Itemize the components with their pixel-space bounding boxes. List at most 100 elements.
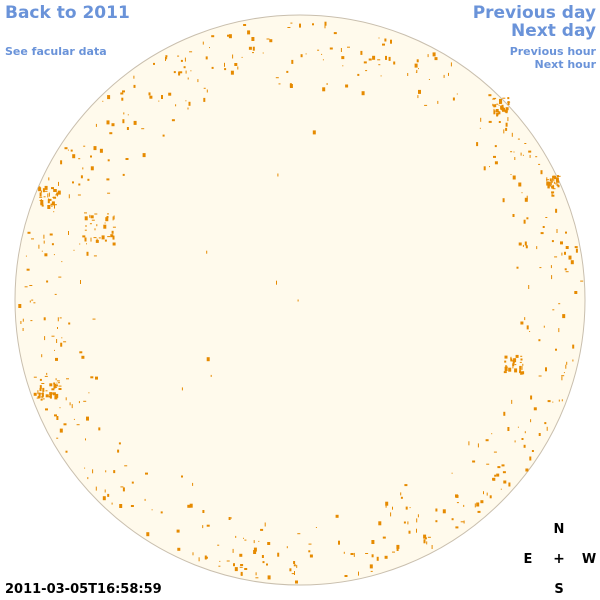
facula-point bbox=[49, 392, 53, 395]
facula-point bbox=[183, 66, 186, 69]
next-hour-link[interactable]: Next hour bbox=[534, 58, 597, 71]
facula-point bbox=[417, 95, 419, 99]
facula-point bbox=[55, 378, 57, 381]
facula-point bbox=[83, 400, 87, 402]
facula-point bbox=[428, 79, 430, 80]
facula-point bbox=[538, 433, 541, 436]
facula-point bbox=[435, 508, 438, 512]
facula-point bbox=[122, 173, 125, 176]
facula-point bbox=[536, 246, 538, 250]
facula-point bbox=[552, 176, 554, 180]
facula-point bbox=[286, 70, 289, 73]
facula-point bbox=[161, 95, 163, 99]
facula-point bbox=[384, 38, 387, 42]
facula-point bbox=[293, 564, 296, 567]
facula-point bbox=[119, 504, 123, 508]
facula-point bbox=[37, 390, 39, 395]
facula-point bbox=[551, 179, 553, 183]
facula-point bbox=[51, 243, 54, 246]
facula-point bbox=[293, 561, 296, 564]
facula-point bbox=[491, 433, 493, 435]
facula-point bbox=[492, 103, 494, 106]
facula-point bbox=[524, 431, 526, 434]
facula-point bbox=[480, 500, 484, 504]
facula-point bbox=[456, 93, 458, 95]
facula-point bbox=[455, 526, 459, 529]
facula-point bbox=[407, 521, 409, 525]
facula-point bbox=[264, 522, 266, 527]
facula-point bbox=[85, 438, 86, 441]
facula-point bbox=[499, 98, 502, 103]
facula-point bbox=[49, 394, 52, 399]
facula-point bbox=[61, 261, 63, 263]
see-facular-data-link[interactable]: See facular data bbox=[5, 45, 107, 58]
facula-point bbox=[516, 266, 519, 269]
previous-hour-link[interactable]: Previous hour bbox=[509, 45, 596, 58]
facula-point bbox=[258, 540, 260, 542]
facula-point bbox=[376, 556, 379, 561]
facula-point bbox=[99, 148, 103, 153]
facula-point bbox=[54, 204, 55, 209]
facula-point bbox=[241, 56, 243, 58]
facula-point bbox=[493, 108, 495, 112]
facula-point bbox=[423, 534, 427, 539]
facula-point bbox=[495, 104, 497, 108]
facula-point bbox=[160, 511, 163, 514]
facula-point bbox=[18, 304, 22, 308]
facula-point bbox=[63, 341, 67, 343]
facula-point bbox=[146, 532, 150, 537]
facula-point bbox=[277, 173, 279, 177]
facula-point bbox=[106, 120, 110, 125]
next-day-link[interactable]: Next day bbox=[511, 21, 596, 41]
facula-point bbox=[107, 95, 109, 98]
facula-point bbox=[177, 547, 181, 551]
facula-point bbox=[40, 199, 42, 202]
facula-point bbox=[57, 327, 58, 329]
facula-point bbox=[477, 510, 481, 513]
facula-point bbox=[87, 477, 89, 480]
previous-day-link[interactable]: Previous day bbox=[472, 3, 596, 23]
facula-point bbox=[434, 57, 438, 61]
facula-point bbox=[43, 240, 45, 244]
facula-point bbox=[538, 163, 541, 165]
facula-point bbox=[442, 509, 446, 514]
facula-point bbox=[369, 564, 373, 569]
facula-point bbox=[120, 92, 124, 95]
facula-point bbox=[503, 480, 507, 484]
facula-point bbox=[505, 107, 509, 111]
facula-point bbox=[404, 484, 408, 487]
facula-point bbox=[505, 365, 507, 369]
facula-point bbox=[68, 322, 71, 325]
facula-point bbox=[104, 489, 106, 493]
facula-point bbox=[512, 363, 515, 367]
facula-point bbox=[218, 565, 221, 567]
facula-point bbox=[423, 539, 426, 544]
facula-point bbox=[418, 68, 419, 70]
facula-point bbox=[125, 158, 129, 160]
facula-point bbox=[503, 129, 505, 134]
facula-point bbox=[382, 43, 385, 46]
facula-point bbox=[192, 552, 194, 556]
facula-point bbox=[266, 563, 268, 566]
facula-point bbox=[42, 398, 45, 400]
facula-point bbox=[237, 66, 239, 70]
facula-point bbox=[538, 339, 541, 342]
facula-point bbox=[437, 100, 439, 104]
facula-point bbox=[47, 205, 51, 209]
facula-point bbox=[519, 365, 522, 370]
facula-point bbox=[107, 159, 110, 162]
facula-point bbox=[252, 52, 254, 54]
facula-point bbox=[85, 225, 87, 227]
facula-point bbox=[289, 568, 292, 572]
facula-point bbox=[41, 204, 44, 207]
facula-point bbox=[60, 160, 63, 165]
facula-point bbox=[24, 286, 28, 288]
back-to-year-link[interactable]: Back to 2011 bbox=[5, 3, 130, 23]
facula-point bbox=[107, 236, 111, 238]
facula-point bbox=[260, 528, 264, 531]
facula-point bbox=[80, 280, 81, 284]
facula-point bbox=[526, 325, 529, 330]
facula-point bbox=[308, 550, 311, 553]
facula-point bbox=[64, 147, 68, 150]
facula-point bbox=[165, 57, 166, 61]
